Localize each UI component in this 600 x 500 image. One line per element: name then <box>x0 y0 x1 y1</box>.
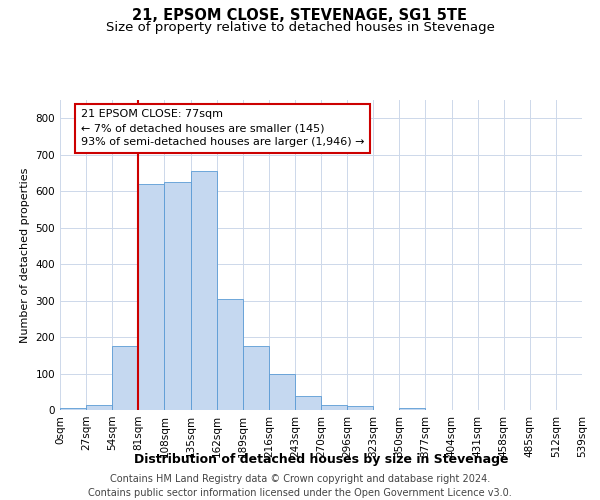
Bar <box>86 404 112 410</box>
Bar <box>321 404 347 410</box>
Bar <box>139 184 164 410</box>
Text: Size of property relative to detached houses in Stevenage: Size of property relative to detached ho… <box>106 21 494 34</box>
Bar <box>347 406 373 410</box>
Bar <box>269 374 295 410</box>
Text: Distribution of detached houses by size in Stevenage: Distribution of detached houses by size … <box>134 452 508 466</box>
Text: 21, EPSOM CLOSE, STEVENAGE, SG1 5TE: 21, EPSOM CLOSE, STEVENAGE, SG1 5TE <box>133 8 467 22</box>
Bar <box>112 346 139 410</box>
Bar <box>295 396 321 410</box>
Text: Contains HM Land Registry data © Crown copyright and database right 2024.
Contai: Contains HM Land Registry data © Crown c… <box>88 474 512 498</box>
Bar <box>191 171 217 410</box>
Bar <box>400 408 425 410</box>
Bar <box>243 346 269 410</box>
Bar <box>164 182 191 410</box>
Bar <box>217 299 243 410</box>
Text: 21 EPSOM CLOSE: 77sqm
← 7% of detached houses are smaller (145)
93% of semi-deta: 21 EPSOM CLOSE: 77sqm ← 7% of detached h… <box>81 110 364 148</box>
Y-axis label: Number of detached properties: Number of detached properties <box>20 168 30 342</box>
Bar <box>60 408 86 410</box>
